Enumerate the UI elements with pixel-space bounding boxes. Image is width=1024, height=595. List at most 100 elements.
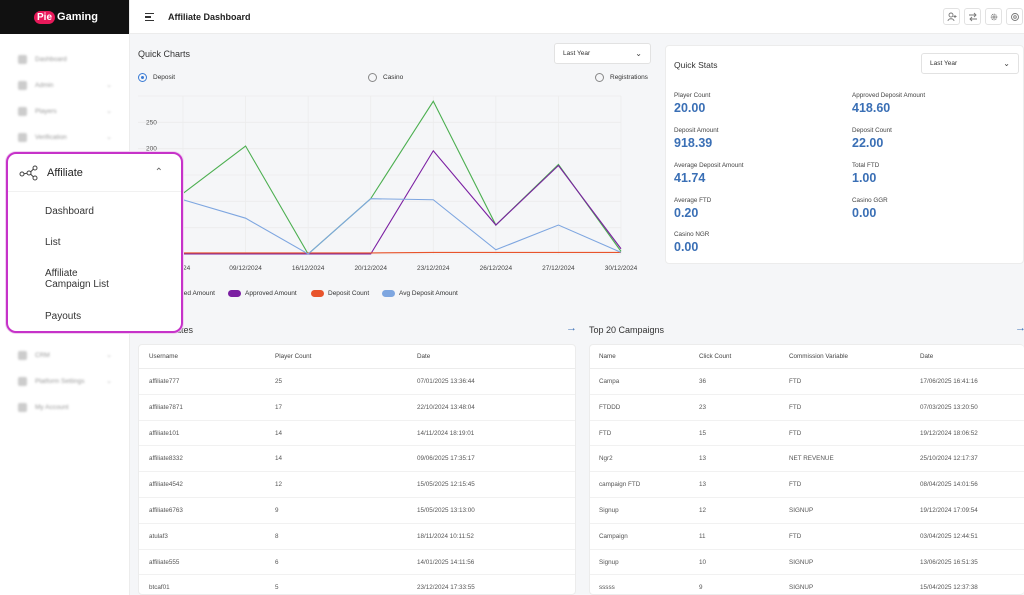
user-add-button[interactable] <box>943 8 960 25</box>
stat-label: Average Deposit Amount <box>674 162 744 169</box>
sidebar-nav-bottom: CRM ⌄ Platform Settings ⌄ My Account <box>0 342 130 420</box>
stat-label: Player Count <box>674 92 711 99</box>
radio-label: Casino <box>383 74 404 81</box>
gear-icon <box>990 13 997 20</box>
sidebar-item-label: Verification <box>35 133 67 141</box>
table-row[interactable]: Signup 10 SIGNUP 13/06/2025 16:51:35 <box>590 550 1024 576</box>
stat-value: 418.60 <box>852 101 891 115</box>
table-cell: Signup <box>599 506 619 514</box>
stat-deposit-count: Deposit Count 22.00 <box>852 127 892 150</box>
legend-label: ted Amount <box>182 290 215 297</box>
table-cell: NET REVENUE <box>789 455 834 463</box>
stat-label: Deposit Amount <box>674 127 719 134</box>
table-row[interactable]: affiliate4542 12 15/05/2025 12:15:45 <box>139 472 575 498</box>
column-header[interactable]: Click Count <box>699 353 732 360</box>
x-tick-label: 27/12/2024 <box>542 265 575 272</box>
table-cell: affiliate6763 <box>149 506 183 514</box>
stat-deposit-amount: Deposit Amount 918.39 <box>674 127 718 150</box>
quick-stats-card: Quick Stats Last Year ⌄ Player Count 20.0… <box>665 45 1024 264</box>
table-cell: 5 <box>275 584 279 592</box>
table-row[interactable]: affiliate7871 17 22/10/2024 13:48:04 <box>139 395 575 421</box>
table-row[interactable]: sssss 9 SIGNUP 15/04/2025 12:37:38 <box>590 575 1024 594</box>
legend-swatch <box>382 290 395 297</box>
column-header[interactable]: Player Count <box>275 353 312 360</box>
table-cell: 36 <box>699 378 707 385</box>
table-row[interactable]: FTD 15 FTD 19/12/2024 18:06:52 <box>590 421 1024 447</box>
x-tick-label: 23/12/2024 <box>417 265 450 272</box>
logo[interactable]: Pie Gaming <box>34 10 98 24</box>
stat-value: 0.00 <box>852 206 877 220</box>
affiliate-submenu-list[interactable]: List <box>45 237 61 248</box>
sidebar-item-admin[interactable]: Admin ⌄ <box>0 72 130 98</box>
radio-casino[interactable]: Casino <box>368 73 403 82</box>
stat-total-ftd: Total FTD 1.00 <box>852 162 879 185</box>
radio-deposit[interactable]: Deposit <box>138 73 175 82</box>
stat-label: Casino NGR <box>674 231 710 238</box>
sidebar-item-verification[interactable]: Verification ⌄ <box>0 124 130 150</box>
quick-charts-line-chart: 250 200 24 09/12/2024 16/12/2024 20/12/2024 23… <box>138 95 638 272</box>
column-header[interactable]: Commission Variable <box>789 353 849 360</box>
table-row[interactable]: affiliate6763 9 15/05/2025 13:13:00 <box>139 498 575 524</box>
affiliate-submenu-campaign-list[interactable]: Affiliate Campaign List <box>45 268 109 290</box>
quick-stats-period-select[interactable]: Last Year ⌄ <box>921 53 1019 74</box>
column-header[interactable]: Username <box>149 353 179 360</box>
radio-label: Registrations <box>610 74 648 81</box>
table-cell: 12 <box>699 506 707 514</box>
stat-value: 0.00 <box>674 240 699 254</box>
column-header[interactable]: Date <box>920 353 934 360</box>
table-row[interactable]: Campaign 11 FTD 03/04/2025 12:44:51 <box>590 524 1024 550</box>
quick-stats-title: Quick Stats <box>674 60 718 70</box>
radio-circle <box>368 73 377 82</box>
legend-label: Deposit Count <box>328 290 370 297</box>
table-cell: 11 <box>699 532 706 540</box>
table-row[interactable]: atulaf3 8 18/11/2024 10:11:52 <box>139 524 575 550</box>
table-cell: sssss <box>599 584 615 592</box>
series-line <box>182 198 622 255</box>
table-cell: 12 <box>275 481 283 489</box>
chevron-down-icon: ⌄ <box>635 49 642 58</box>
radio-registrations[interactable]: Registrations <box>595 73 648 82</box>
table-row[interactable]: FTDDD 23 FTD 07/03/2025 13:20:50 <box>590 395 1024 421</box>
settings-button[interactable] <box>985 8 1002 25</box>
affiliate-menu-header[interactable]: Affiliate ⌃ <box>8 154 181 192</box>
stat-label: Average FTD <box>674 197 712 204</box>
campaigns-view-all-arrow-icon[interactable]: → <box>1015 322 1024 334</box>
quick-charts-period-select[interactable]: Last Year ⌄ <box>554 43 651 64</box>
legend-item: Deposit Count <box>311 290 369 297</box>
quick-charts-title: Quick Charts <box>138 49 191 59</box>
column-header[interactable]: Name <box>599 353 616 360</box>
hamburger-menu-icon[interactable] <box>145 13 154 23</box>
sidebar-item-platform-settings[interactable]: Platform Settings ⌄ <box>0 368 130 394</box>
sidebar-item-crm[interactable]: CRM ⌄ <box>0 342 130 368</box>
sidebar-item-players[interactable]: Players ⌄ <box>0 98 130 124</box>
account-icon <box>18 402 27 412</box>
table-cell: Ngr2 <box>599 455 613 463</box>
sidebar-item-dashboard[interactable]: Dashboard <box>0 46 130 72</box>
column-header[interactable]: Date <box>417 353 431 360</box>
transfer-button[interactable] <box>964 8 981 25</box>
affiliate-submenu-payouts[interactable]: Payouts <box>45 311 82 322</box>
stat-label: Casino GGR <box>852 197 888 204</box>
table-cell: 23 <box>699 403 707 411</box>
table-cell: 13 <box>699 481 707 489</box>
table-row[interactable]: Campa 36 FTD 17/06/2025 16:41:16 <box>590 369 1024 395</box>
stat-label: Total FTD <box>852 162 880 169</box>
table-row[interactable]: campaign FTD 13 FTD 08/04/2025 14:01:56 <box>590 472 1024 498</box>
top-header: Affiliate Dashboard <box>130 0 1024 34</box>
user-add-icon <box>947 12 956 21</box>
table-row[interactable]: affiliate777 25 07/01/2025 13:36:44 <box>139 369 575 395</box>
stat-value: 1.00 <box>852 171 877 185</box>
table-cell: 8 <box>275 532 279 540</box>
affiliate-submenu-dashboard[interactable]: Dashboard <box>45 206 94 217</box>
table-row[interactable]: btcaf01 5 23/12/2024 17:33:55 <box>139 575 575 594</box>
table-row[interactable]: affiliate8332 14 09/06/2025 17:35:17 <box>139 446 575 473</box>
table-row[interactable]: Ngr2 13 NET REVENUE 25/10/2024 12:17:37 <box>590 446 1024 473</box>
table-row[interactable]: affiliate555 6 14/01/2025 14:11:56 <box>139 550 575 576</box>
sidebar-item-my-account[interactable]: My Account <box>0 394 130 420</box>
table-row[interactable]: affiliate101 14 14/11/2024 18:19:01 <box>139 421 575 447</box>
submenu-label-line: Affiliate <box>45 268 78 279</box>
affiliates-view-all-arrow-icon[interactable]: → <box>566 322 577 334</box>
table-cell: 15/05/2025 13:13:00 <box>417 506 475 514</box>
preferences-button[interactable] <box>1006 8 1023 25</box>
table-row[interactable]: Signup 12 SIGNUP 19/12/2024 17:09:54 <box>590 498 1024 524</box>
